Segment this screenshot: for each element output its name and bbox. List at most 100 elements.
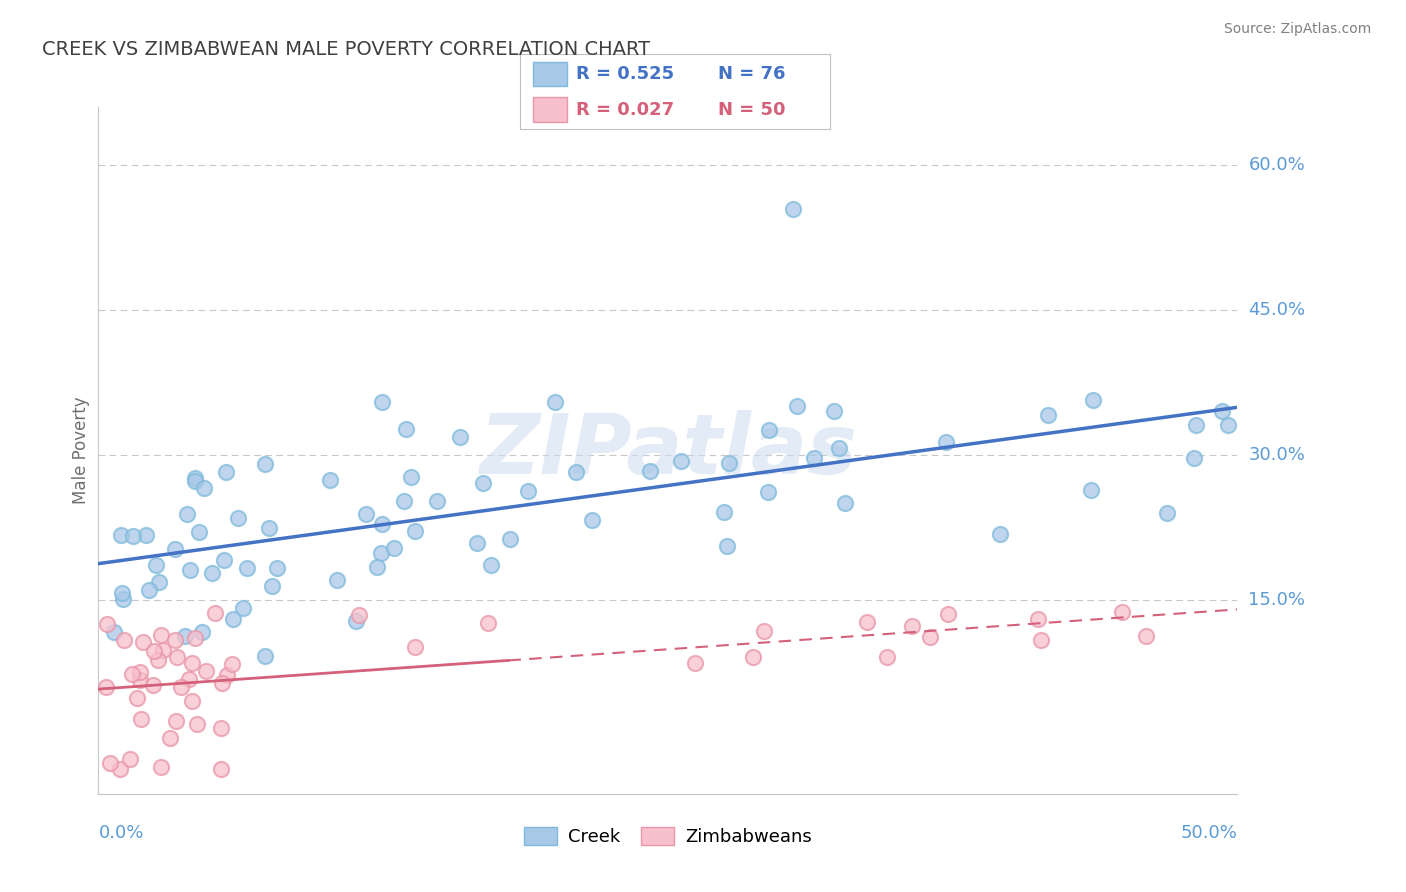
Point — [1081, 392, 1104, 407]
Point — [900, 619, 922, 633]
Point — [165, 714, 187, 728]
Point — [855, 615, 877, 630]
Point — [1080, 483, 1102, 497]
Point — [108, 762, 131, 776]
Point — [347, 608, 370, 623]
Point — [758, 423, 780, 437]
Point — [150, 627, 173, 641]
Point — [472, 475, 495, 490]
Point — [325, 573, 347, 587]
Point — [166, 650, 188, 665]
Point — [112, 632, 135, 647]
Y-axis label: Male Poverty: Male Poverty — [72, 397, 90, 504]
Text: N = 50: N = 50 — [718, 101, 786, 119]
Point — [1211, 404, 1233, 418]
Point — [184, 474, 207, 488]
Point — [191, 625, 214, 640]
Point — [581, 513, 603, 527]
Point — [170, 680, 193, 694]
Point — [183, 632, 205, 646]
Point — [404, 640, 426, 654]
Point — [221, 657, 243, 671]
Point — [465, 536, 488, 550]
Point — [143, 644, 166, 658]
Point — [138, 582, 160, 597]
Point — [266, 561, 288, 575]
Point — [150, 760, 173, 774]
Point — [828, 441, 851, 455]
Point — [371, 394, 394, 409]
Point — [1111, 605, 1133, 619]
Text: ZIPatlas: ZIPatlas — [479, 410, 856, 491]
Point — [111, 586, 134, 600]
Point — [209, 722, 232, 736]
Point — [669, 454, 692, 468]
Point — [188, 525, 211, 540]
Point — [683, 656, 706, 670]
Point — [110, 527, 132, 541]
Point — [823, 403, 845, 417]
Point — [754, 624, 776, 639]
Point — [193, 481, 215, 495]
Point — [564, 465, 586, 479]
Point — [543, 395, 565, 409]
Point — [319, 474, 342, 488]
Point — [201, 566, 224, 580]
Point — [232, 601, 254, 615]
Point — [96, 616, 118, 631]
Point — [640, 464, 662, 478]
Point — [449, 430, 471, 444]
Point — [98, 756, 121, 770]
Point — [94, 681, 117, 695]
Point — [211, 676, 233, 690]
Point — [127, 691, 149, 706]
Point — [477, 615, 499, 630]
Point — [180, 694, 202, 708]
Point — [209, 762, 232, 776]
Point — [212, 553, 235, 567]
FancyBboxPatch shape — [533, 62, 567, 87]
Point — [395, 422, 418, 436]
Point — [803, 451, 825, 466]
Text: N = 76: N = 76 — [718, 65, 786, 83]
Text: 15.0%: 15.0% — [1249, 591, 1305, 609]
Point — [786, 400, 808, 414]
Point — [222, 612, 245, 626]
Text: 30.0%: 30.0% — [1249, 446, 1305, 465]
Point — [215, 465, 238, 479]
Point — [1156, 506, 1178, 520]
Text: 45.0%: 45.0% — [1249, 301, 1306, 319]
Point — [1216, 417, 1239, 432]
Point — [152, 643, 174, 657]
Point — [1038, 408, 1060, 422]
Point — [254, 457, 277, 471]
Point — [236, 561, 259, 575]
Point — [129, 665, 152, 679]
Point — [163, 633, 186, 648]
Point — [366, 559, 388, 574]
Point — [159, 731, 181, 745]
Point — [181, 656, 204, 670]
Point — [356, 507, 378, 521]
Text: CREEK VS ZIMBABWEAN MALE POVERTY CORRELATION CHART: CREEK VS ZIMBABWEAN MALE POVERTY CORRELA… — [42, 40, 651, 59]
Legend: Creek, Zimbabweans: Creek, Zimbabweans — [517, 820, 818, 854]
Point — [404, 524, 426, 538]
Point — [179, 563, 201, 577]
Point — [717, 456, 740, 470]
Point — [121, 667, 143, 681]
Text: R = 0.525: R = 0.525 — [576, 65, 673, 83]
Point — [935, 434, 957, 449]
Point — [394, 493, 416, 508]
Point — [111, 592, 134, 607]
Point — [1029, 632, 1052, 647]
Point — [782, 202, 804, 216]
Point — [135, 528, 157, 542]
Point — [148, 574, 170, 589]
Point — [344, 614, 367, 628]
Point — [834, 496, 856, 510]
Point — [215, 668, 238, 682]
Point — [226, 511, 249, 525]
Point — [146, 653, 169, 667]
Point — [756, 485, 779, 500]
Point — [254, 648, 277, 663]
